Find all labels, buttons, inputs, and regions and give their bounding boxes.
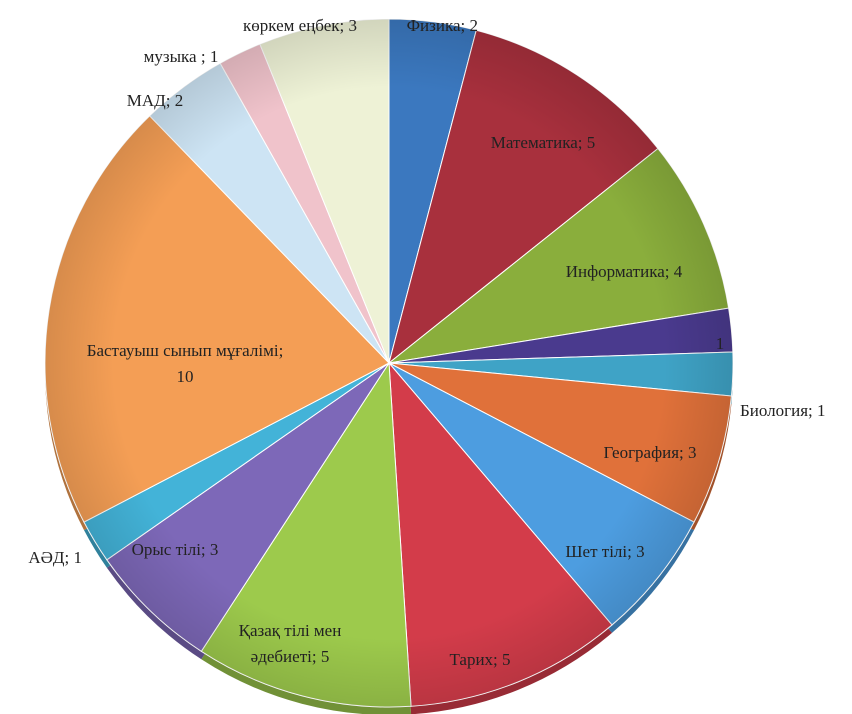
slice-label-музыка-1: музыка ; 1 [144, 47, 219, 66]
slice-label-информатика-4: Информатика; 4 [566, 262, 683, 281]
slice-label-физика-2: Физика; 2 [407, 16, 478, 35]
slice-label-көркем-еңбек-3: көркем еңбек; 3 [243, 16, 357, 35]
slice-label-1: 1 [716, 334, 725, 353]
slice-label-шет-тілі-3: Шет тілі; 3 [565, 542, 644, 561]
slice-label-қазақ-тілі-мен-әдебиеті-5: Қазақ тілі мен әдебиеті; 5 [239, 621, 342, 666]
slice-label-тарих-5: Тарих; 5 [449, 650, 510, 669]
slice-label-аәд-1: АӘД; 1 [28, 548, 82, 567]
slice-label-бастауыш-сынып-мұғалімі-10: Бастауыш сынып мұғалімі; 10 [87, 341, 284, 386]
pie-labels: Физика; 2 Математика; 5 Информатика; 4 1 Био… [28, 16, 825, 669]
slice-label-мад-2: МАД; 2 [127, 91, 183, 110]
slice-label-биология-1: Биология; 1 [740, 401, 825, 420]
slice-label-география-3: География; 3 [603, 443, 696, 462]
slice-label-орыс-тілі-3: Орыс тілі; 3 [132, 540, 219, 559]
pie-rim-shade [45, 19, 733, 707]
pie-slices [44, 18, 734, 708]
slice-label-математика-5: Математика; 5 [491, 133, 596, 152]
